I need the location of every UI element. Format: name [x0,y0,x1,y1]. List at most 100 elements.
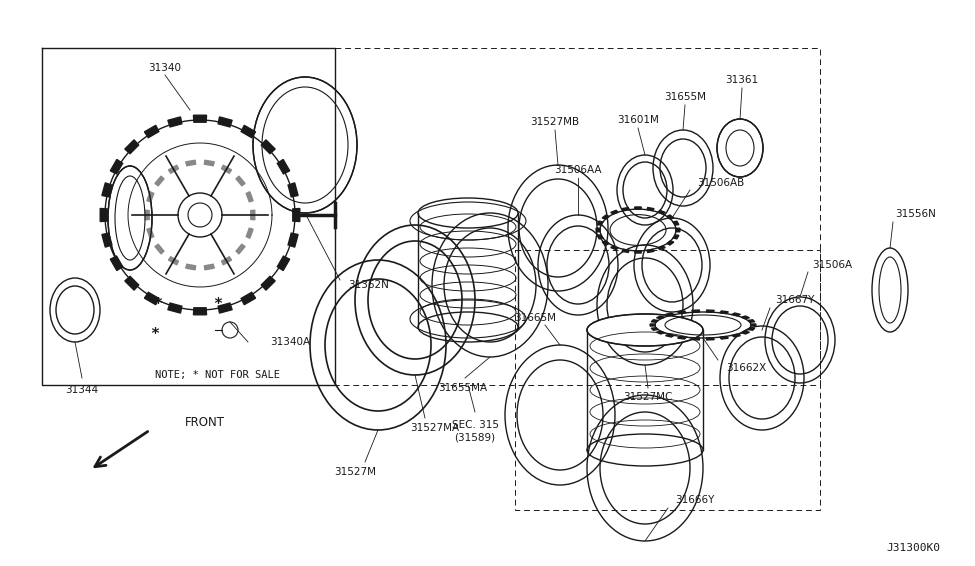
Polygon shape [110,160,123,174]
Polygon shape [666,313,675,316]
Polygon shape [261,140,275,154]
Text: 31340A: 31340A [270,337,310,347]
Polygon shape [622,249,629,252]
Polygon shape [732,313,740,316]
Polygon shape [667,215,674,219]
Polygon shape [596,228,601,232]
Polygon shape [635,251,642,253]
Polygon shape [277,160,290,174]
Polygon shape [603,241,609,245]
Polygon shape [650,324,655,326]
Polygon shape [673,221,679,225]
Polygon shape [751,324,756,326]
Polygon shape [720,311,728,314]
Text: *: * [214,298,222,312]
Text: 31527MA: 31527MA [410,423,459,433]
Polygon shape [205,160,214,166]
Polygon shape [193,308,207,315]
Polygon shape [147,228,154,238]
Polygon shape [221,165,231,173]
Polygon shape [247,192,254,202]
Polygon shape [597,221,603,225]
Polygon shape [720,336,728,339]
Polygon shape [658,246,665,250]
Polygon shape [658,211,665,214]
Polygon shape [651,328,658,330]
Polygon shape [261,276,275,290]
Ellipse shape [587,314,703,346]
Text: *: * [153,298,163,312]
Polygon shape [277,256,290,271]
Polygon shape [155,176,164,186]
Polygon shape [678,336,686,339]
Polygon shape [218,303,232,313]
Text: 31506A: 31506A [812,260,852,270]
Polygon shape [678,311,686,314]
Polygon shape [666,334,675,337]
Polygon shape [741,316,750,319]
Polygon shape [603,215,609,219]
Text: NOTE; * NOT FOR SALE: NOTE; * NOT FOR SALE [155,370,280,380]
Polygon shape [205,264,214,270]
Polygon shape [597,235,603,239]
Polygon shape [169,165,178,173]
Polygon shape [169,257,178,265]
Polygon shape [241,292,255,305]
Polygon shape [646,249,654,252]
Polygon shape [646,208,654,211]
Polygon shape [288,183,298,197]
Polygon shape [102,183,112,197]
Text: 31667Y: 31667Y [775,295,814,305]
Polygon shape [691,310,700,312]
Polygon shape [168,303,182,313]
Text: FRONT: FRONT [185,415,225,428]
Text: 31665M: 31665M [514,313,556,323]
Polygon shape [622,208,629,211]
Text: 31666Y: 31666Y [675,495,715,505]
Polygon shape [288,233,298,247]
Polygon shape [292,208,299,221]
Polygon shape [144,125,159,138]
Text: 31344: 31344 [65,385,98,395]
Text: SEC. 315: SEC. 315 [451,420,498,430]
Polygon shape [241,125,255,138]
Polygon shape [251,210,254,220]
Polygon shape [707,338,715,340]
Text: *: * [150,328,160,342]
Polygon shape [691,338,700,340]
Polygon shape [125,276,138,290]
Polygon shape [144,292,159,305]
Ellipse shape [108,166,152,270]
Polygon shape [155,245,164,254]
Text: 31655MA: 31655MA [439,383,488,393]
Polygon shape [193,115,207,122]
Text: 31527M: 31527M [334,467,376,477]
Text: 31655M: 31655M [664,92,706,102]
Polygon shape [236,245,245,254]
Polygon shape [125,140,138,154]
Text: 31556N: 31556N [895,209,936,219]
Polygon shape [168,117,182,127]
Polygon shape [102,233,112,247]
Polygon shape [673,235,679,239]
Polygon shape [218,117,232,127]
Polygon shape [635,207,642,209]
Ellipse shape [717,119,763,177]
Text: 31340: 31340 [148,63,181,73]
Text: J31300K0: J31300K0 [886,543,940,553]
Text: (31589): (31589) [454,432,495,442]
Text: 31662X: 31662X [726,363,766,373]
Polygon shape [221,257,231,265]
Polygon shape [748,328,755,330]
Polygon shape [236,176,245,186]
Text: 31527MC: 31527MC [623,392,673,402]
Text: 31506AB: 31506AB [697,178,744,188]
Polygon shape [186,264,196,270]
Polygon shape [741,331,750,334]
Polygon shape [147,192,154,202]
Polygon shape [707,310,715,312]
Polygon shape [610,246,618,250]
Text: 31361: 31361 [725,75,759,85]
Polygon shape [651,320,658,322]
Polygon shape [656,331,665,334]
